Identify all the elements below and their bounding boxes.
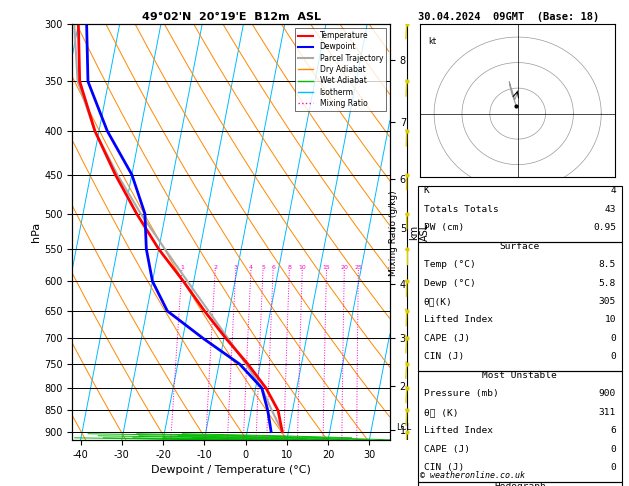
- Text: 15: 15: [323, 265, 330, 270]
- Text: 0: 0: [610, 352, 616, 362]
- Text: 25: 25: [354, 265, 362, 270]
- Text: CAPE (J): CAPE (J): [424, 334, 470, 343]
- Bar: [418, 186, 622, 242]
- Text: 10: 10: [298, 265, 306, 270]
- Text: θᴄ(K): θᴄ(K): [424, 297, 452, 306]
- Text: Hodograph: Hodograph: [494, 482, 546, 486]
- Text: Lifted Index: Lifted Index: [424, 426, 493, 435]
- Text: 4: 4: [610, 186, 616, 195]
- Text: © weatheronline.co.uk: © weatheronline.co.uk: [420, 471, 525, 480]
- Text: 5: 5: [261, 265, 265, 270]
- Text: Totals Totals: Totals Totals: [424, 205, 499, 213]
- Text: PW (cm): PW (cm): [424, 223, 464, 232]
- Text: 900: 900: [599, 389, 616, 399]
- Text: 0: 0: [610, 445, 616, 454]
- Text: Most Unstable: Most Unstable: [482, 371, 557, 380]
- Text: 10: 10: [604, 315, 616, 325]
- Text: 1: 1: [180, 265, 184, 270]
- Legend: Temperature, Dewpoint, Parcel Trajectory, Dry Adiabat, Wet Adiabat, Isotherm, Mi: Temperature, Dewpoint, Parcel Trajectory…: [295, 28, 386, 111]
- Text: CAPE (J): CAPE (J): [424, 445, 470, 454]
- Text: 4: 4: [249, 265, 253, 270]
- Text: Surface: Surface: [500, 242, 540, 251]
- Text: 2: 2: [213, 265, 217, 270]
- X-axis label: Dewpoint / Temperature (°C): Dewpoint / Temperature (°C): [151, 465, 311, 475]
- Text: CIN (J): CIN (J): [424, 352, 464, 362]
- Text: LCL: LCL: [396, 423, 411, 432]
- Text: 20: 20: [340, 265, 348, 270]
- Text: K: K: [424, 186, 430, 195]
- Text: 8: 8: [287, 265, 291, 270]
- Text: 0: 0: [610, 463, 616, 472]
- Text: 0.95: 0.95: [593, 223, 616, 232]
- Text: 6: 6: [610, 426, 616, 435]
- Text: 30.04.2024  09GMT  (Base: 18): 30.04.2024 09GMT (Base: 18): [418, 12, 599, 22]
- Text: Mixing Ratio (g/kg): Mixing Ratio (g/kg): [389, 191, 398, 276]
- Bar: [418, 371, 622, 482]
- Y-axis label: hPa: hPa: [31, 222, 42, 242]
- Text: 3: 3: [234, 265, 238, 270]
- Text: 6: 6: [271, 265, 275, 270]
- Text: 305: 305: [599, 297, 616, 306]
- Text: CIN (J): CIN (J): [424, 463, 464, 472]
- Text: 43: 43: [604, 205, 616, 213]
- Y-axis label: km
ASL: km ASL: [409, 223, 430, 241]
- Text: Pressure (mb): Pressure (mb): [424, 389, 499, 399]
- Text: 8.5: 8.5: [599, 260, 616, 269]
- Text: 311: 311: [599, 408, 616, 417]
- Text: kt: kt: [428, 37, 437, 46]
- Bar: [418, 482, 622, 486]
- Text: Dewp (°C): Dewp (°C): [424, 278, 476, 288]
- Text: 0: 0: [610, 334, 616, 343]
- Text: 5.8: 5.8: [599, 278, 616, 288]
- Text: Lifted Index: Lifted Index: [424, 315, 493, 325]
- Text: θᴄ (K): θᴄ (K): [424, 408, 459, 417]
- Text: Temp (°C): Temp (°C): [424, 260, 476, 269]
- Title: 49°02'N  20°19'E  B12m  ASL: 49°02'N 20°19'E B12m ASL: [142, 12, 321, 22]
- Bar: [418, 242, 622, 371]
